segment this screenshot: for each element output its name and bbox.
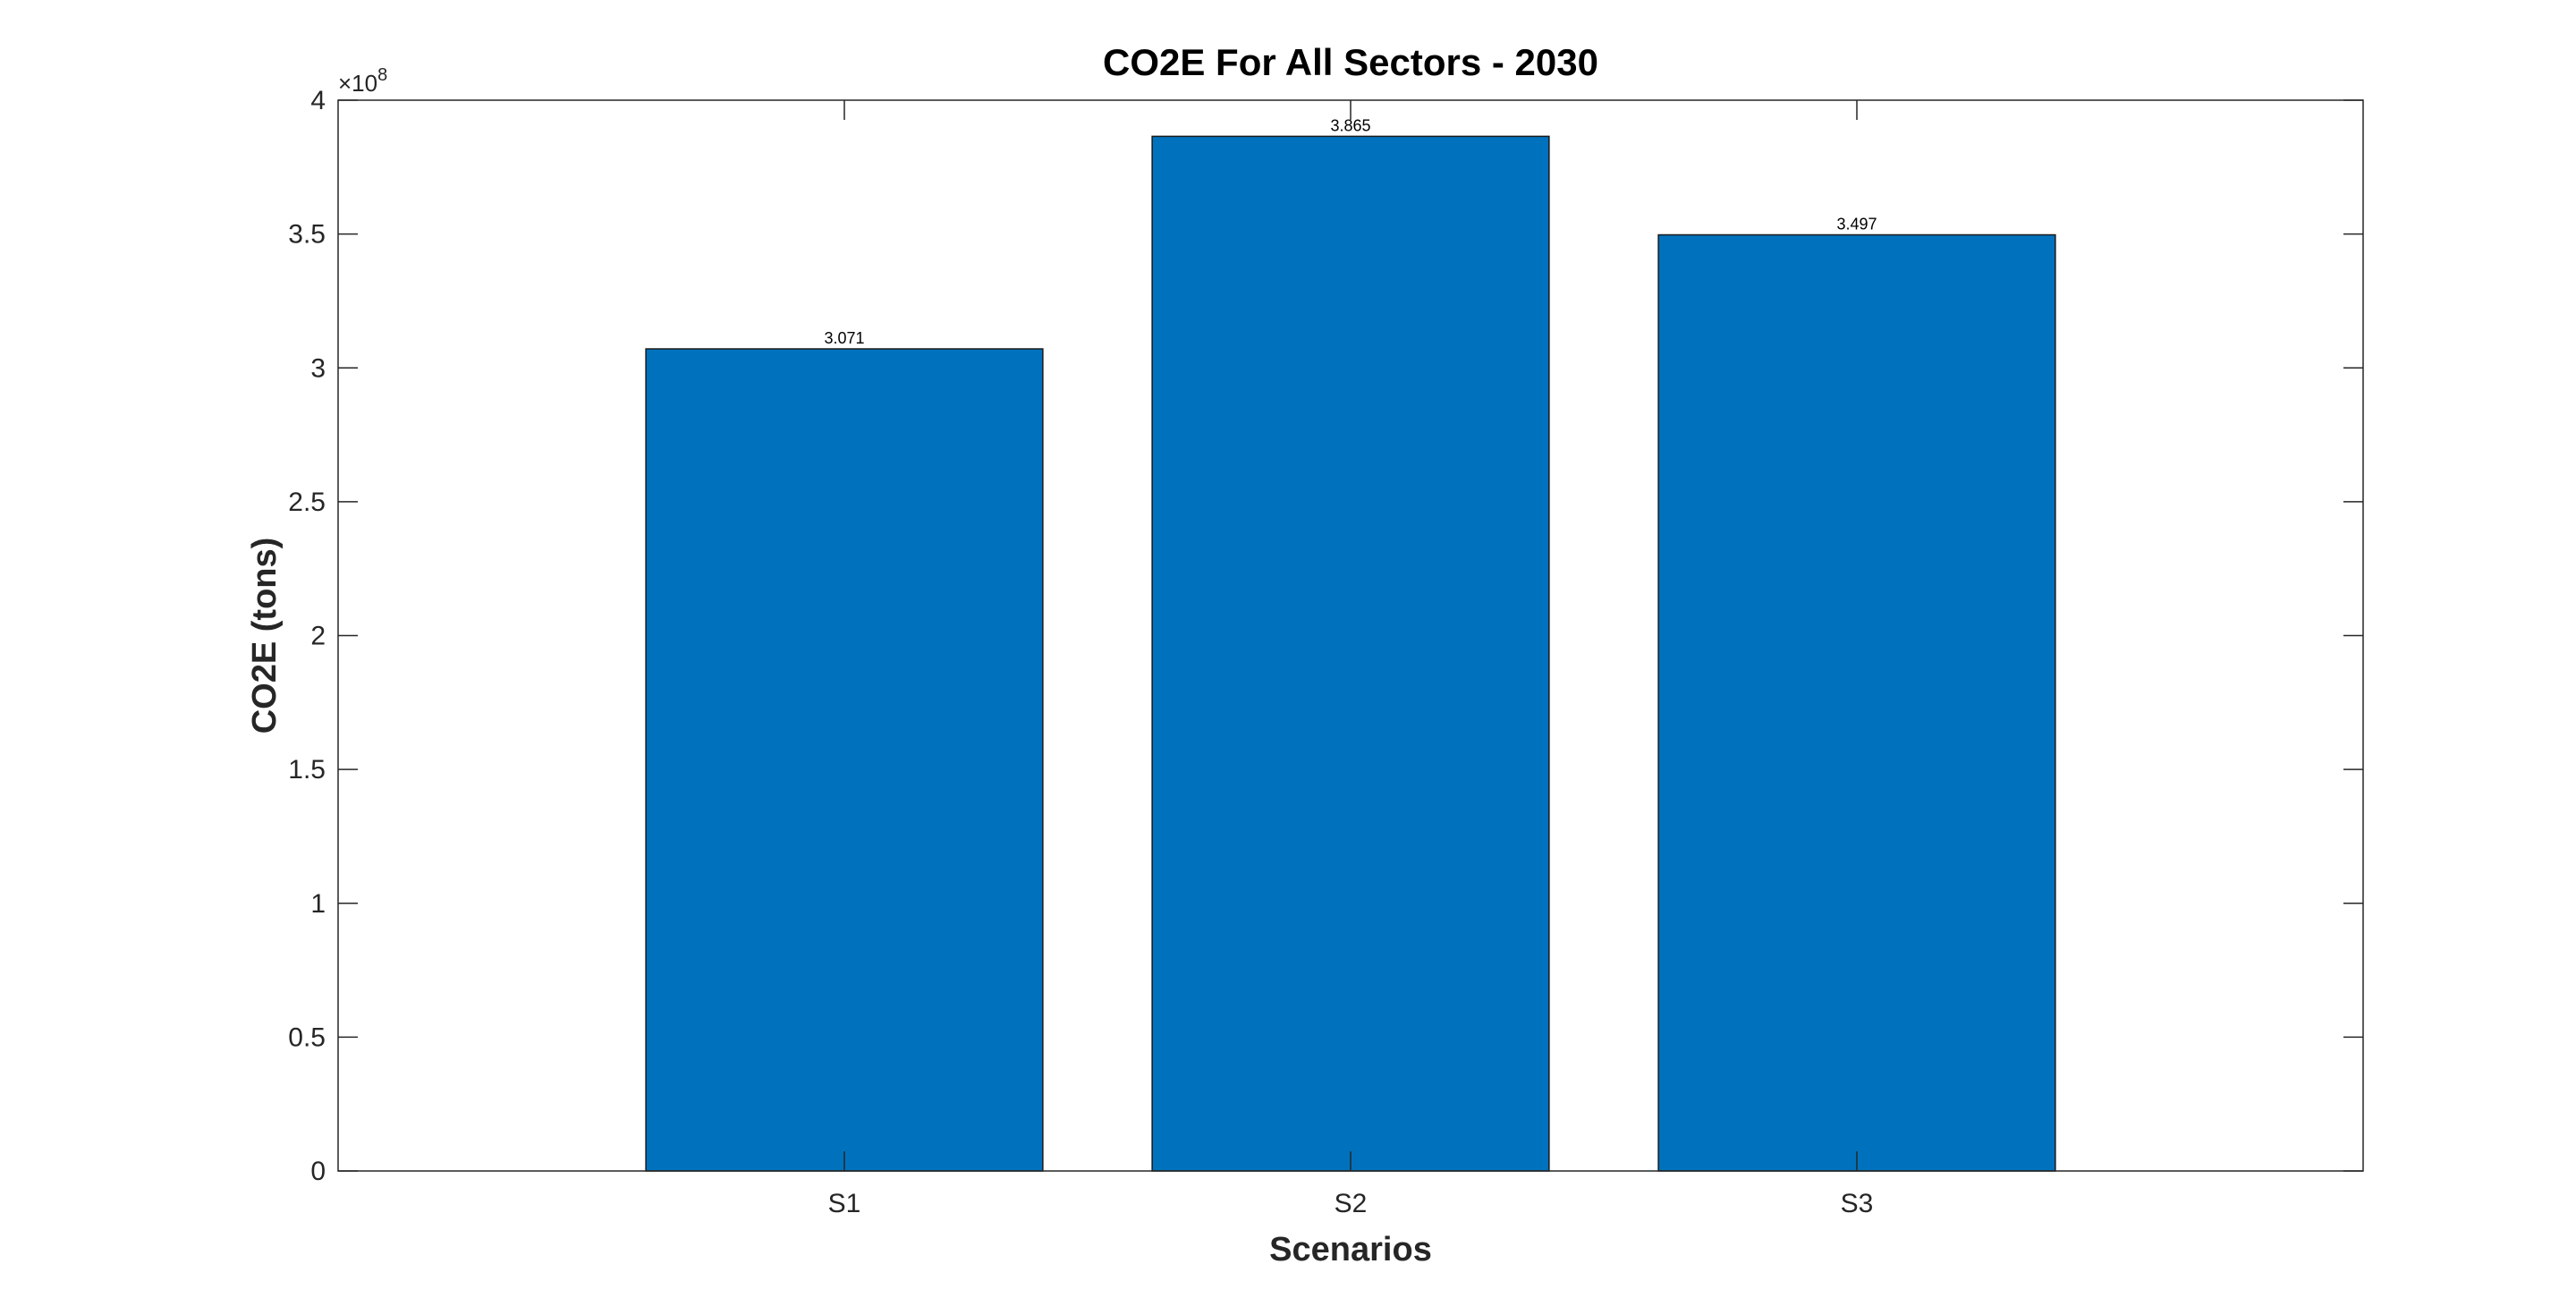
- x-tick-label-s3: S3: [1841, 1189, 1874, 1218]
- x-axis-label: Scenarios: [1269, 1231, 1432, 1268]
- bar-s2: [1151, 135, 1550, 1172]
- y-tick-label: 0: [310, 1157, 326, 1186]
- chart-title: CO2E For All Sectors - 2030: [1103, 41, 1598, 83]
- x-tick-label-s1: S1: [828, 1189, 861, 1218]
- y-tick-label: 3: [310, 353, 326, 383]
- bars-layer: [645, 135, 2056, 1172]
- y-tick-label: 4: [310, 86, 326, 115]
- labels-layer: 3.071 S1 3.865 S2 3.497 S3 0 0.5 1 1.5 2 2.5 3 3.5 4: [288, 86, 1877, 1218]
- y-tick-label: 2: [310, 622, 326, 651]
- y-tick-label: 3.5: [288, 220, 326, 250]
- y-tick-label: 0.5: [288, 1022, 326, 1052]
- data-label-s2: 3.865: [1330, 116, 1370, 134]
- y-axis-exponent-power: 8: [377, 65, 387, 85]
- y-axis-exponent-base: ×10: [338, 70, 377, 97]
- bar-s3: [1657, 233, 2056, 1172]
- y-tick-label: 2.5: [288, 488, 326, 517]
- y-tick-label: 1.5: [288, 755, 326, 785]
- x-tick-label-s2: S2: [1335, 1189, 1368, 1218]
- data-label-s1: 3.071: [824, 329, 864, 347]
- y-axis-label: CO2E (tons): [246, 538, 284, 734]
- y-tick-label: 1: [310, 889, 326, 919]
- data-label-s3: 3.497: [1836, 216, 1877, 233]
- y-axis-exponent: ×108: [338, 65, 387, 97]
- bar-s1: [645, 348, 1044, 1172]
- ticks-layer: [338, 99, 2363, 1172]
